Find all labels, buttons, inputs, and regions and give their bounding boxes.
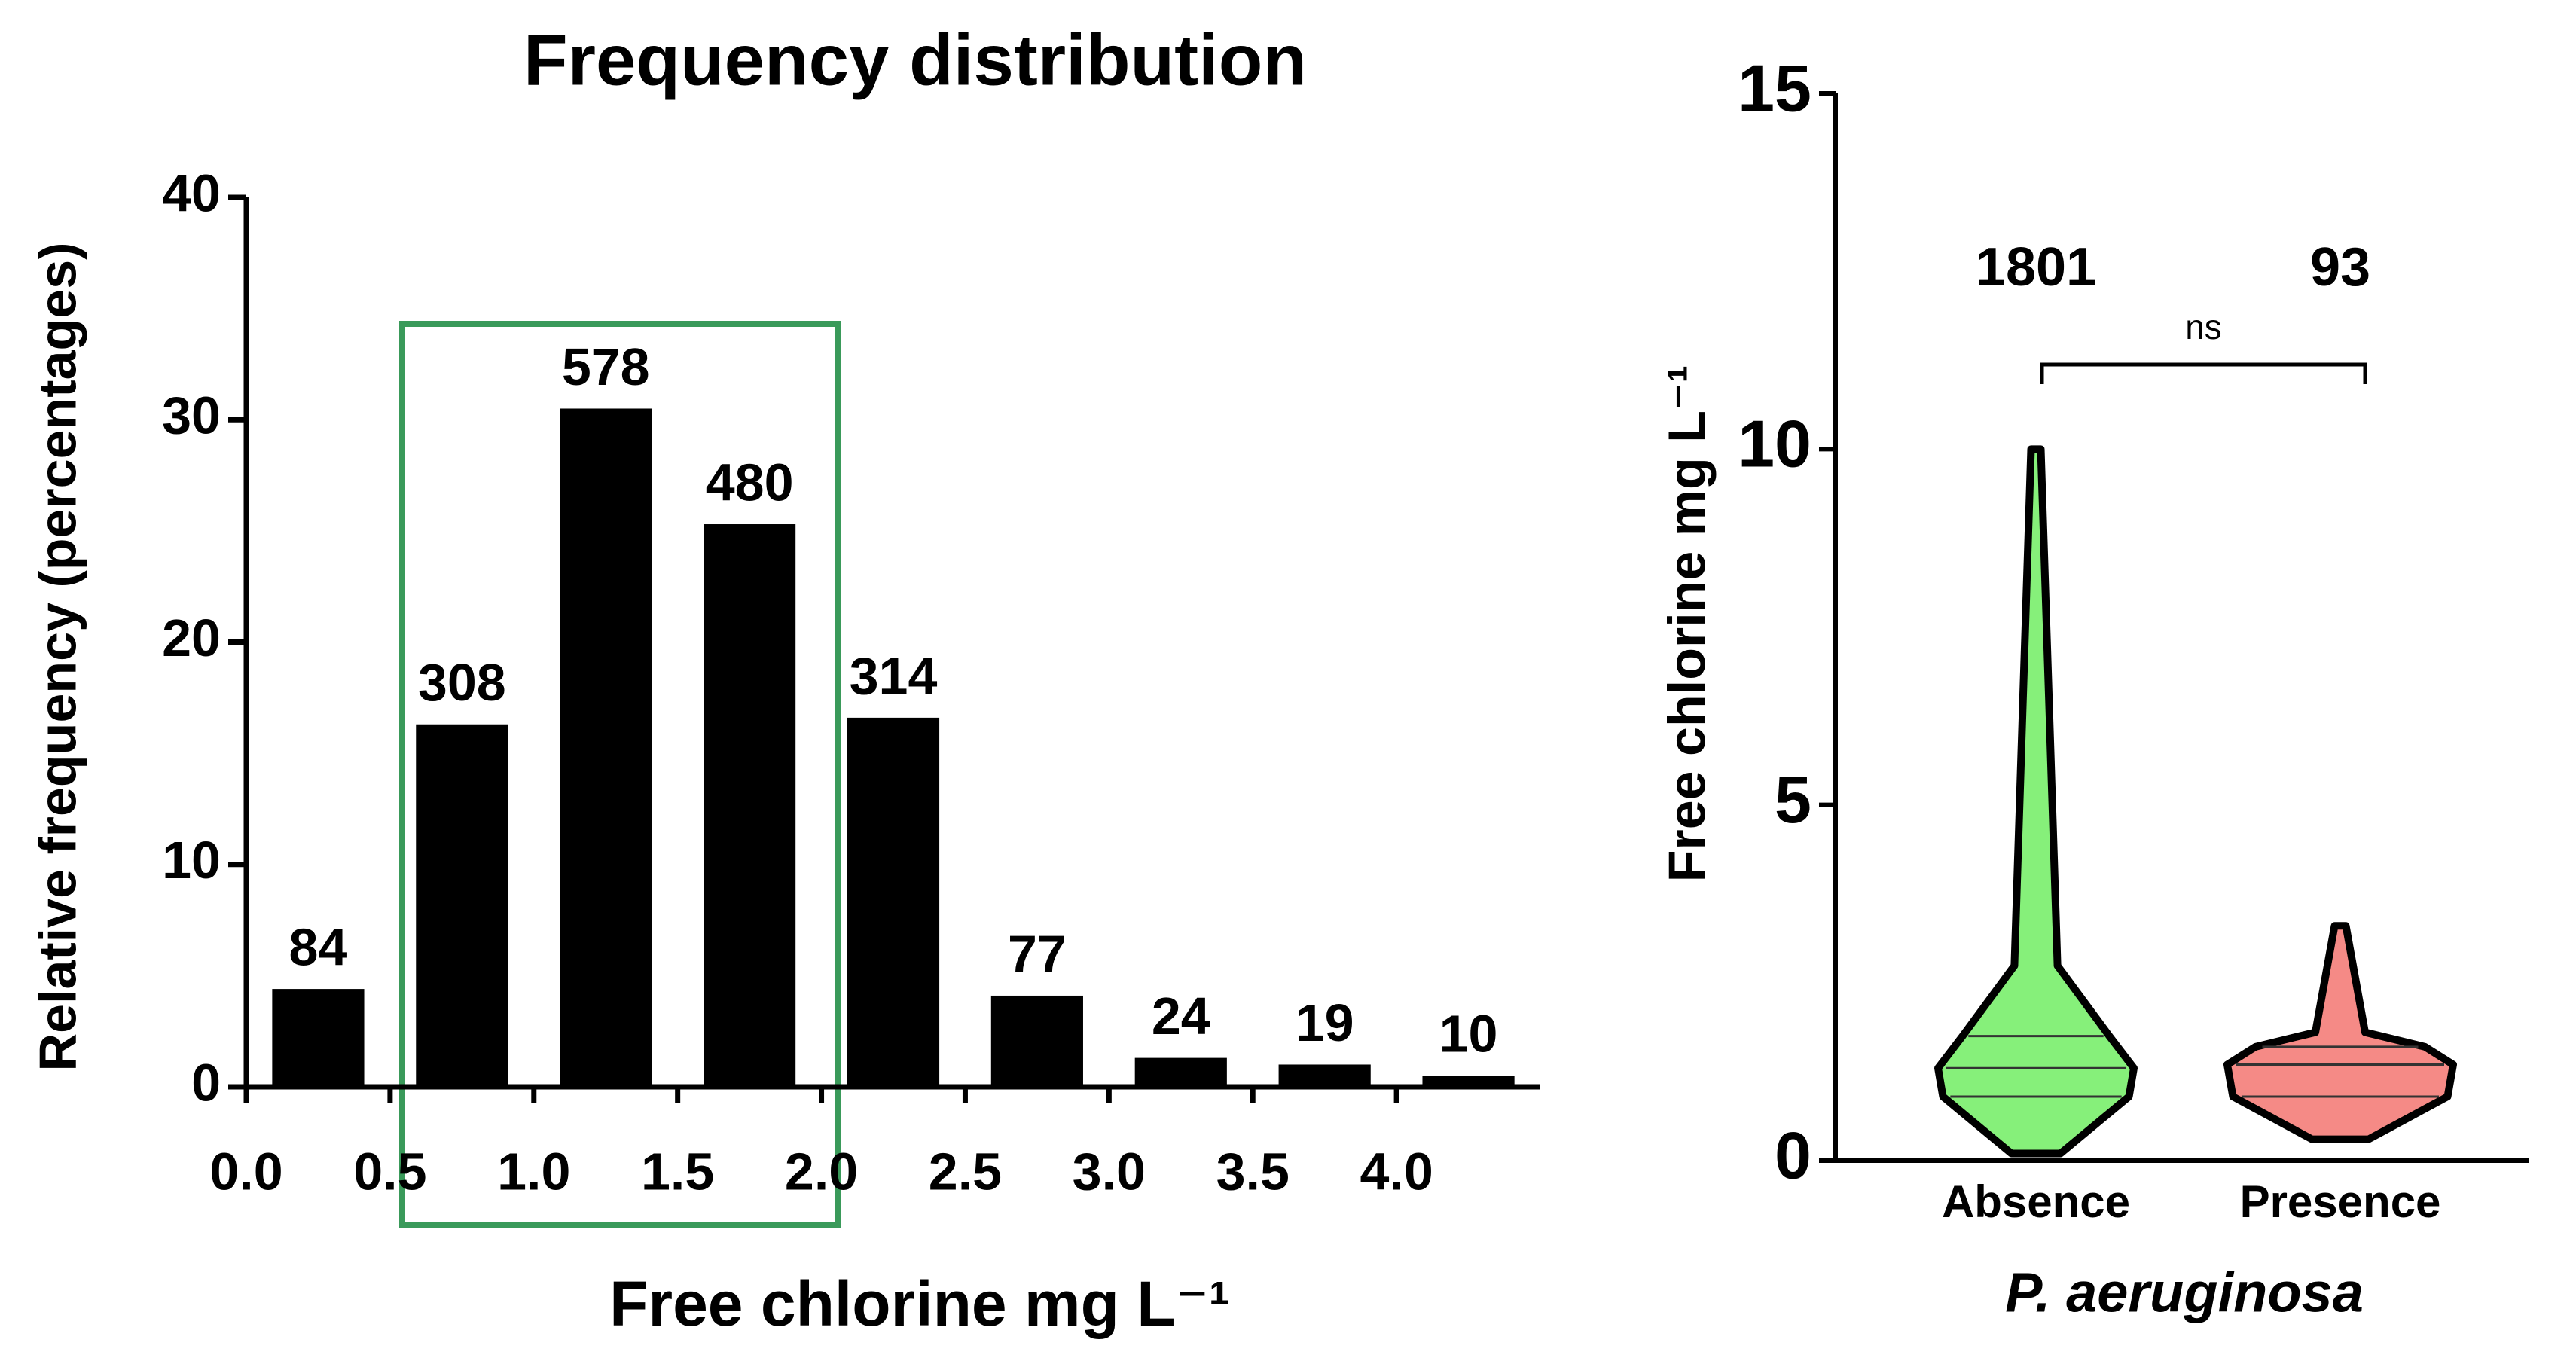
bar <box>272 989 365 1087</box>
x-axis-label: P. aeruginosa <box>2005 1262 2364 1324</box>
x-tick-label: 0.0 <box>209 1142 282 1201</box>
x-tick-label: 1.5 <box>641 1142 714 1201</box>
violin-body <box>2223 922 2457 1143</box>
count-label: 24 <box>1152 987 1210 1045</box>
y-tick-label: 5 <box>1775 762 1811 837</box>
y-tick-label: 15 <box>1738 50 1811 125</box>
y-tick-label: 0 <box>1775 1118 1811 1192</box>
bar <box>990 995 1083 1087</box>
bar <box>847 717 940 1087</box>
count-label: 1801 <box>1976 237 2096 298</box>
category-label: Absence <box>1942 1176 2130 1227</box>
y-tick-label: 0 <box>191 1053 221 1112</box>
highlight-box <box>399 321 841 1228</box>
significance-label: ns <box>2185 307 2222 346</box>
count-label: 578 <box>562 337 650 396</box>
bar <box>416 724 508 1087</box>
bar <box>1422 1076 1515 1087</box>
category-label: Presence <box>2240 1176 2441 1227</box>
x-tick-label: 2.0 <box>785 1142 858 1201</box>
y-axis-label: Relative frequency (percentages) <box>28 243 87 1072</box>
y-tick-label: 40 <box>162 163 221 222</box>
x-tick-label: 0.5 <box>353 1142 426 1201</box>
count-label: 93 <box>2310 237 2370 298</box>
x-tick-label: 3.5 <box>1216 1142 1290 1201</box>
x-tick-label: 3.0 <box>1073 1142 1146 1201</box>
count-label: 19 <box>1296 993 1354 1052</box>
bar <box>704 524 796 1087</box>
count-label: 480 <box>706 453 794 512</box>
bar <box>560 408 652 1087</box>
y-tick-label: 30 <box>162 386 221 445</box>
y-tick-label: 10 <box>162 831 221 889</box>
count-label: 77 <box>1008 924 1067 983</box>
x-tick-label: 1.0 <box>497 1142 570 1201</box>
x-tick-label: 2.5 <box>929 1142 1002 1201</box>
x-axis-label: Free chlorine mg L⁻¹ <box>609 1268 1230 1339</box>
y-tick-label: 10 <box>1738 407 1811 481</box>
y-tick-label: 20 <box>162 609 221 667</box>
count-label: 308 <box>418 653 506 712</box>
count-label: 84 <box>289 918 348 977</box>
count-label: 314 <box>850 646 938 705</box>
y-axis-label: Free chlorine mg L⁻¹ <box>1657 365 1716 883</box>
x-tick-label: 4.0 <box>1360 1142 1433 1201</box>
bar <box>1134 1057 1227 1087</box>
count-label: 10 <box>1439 1005 1498 1063</box>
violin-body <box>1934 445 2138 1158</box>
bar <box>1278 1064 1371 1087</box>
significance-bracket <box>2040 362 2367 384</box>
chart-title: Frequency distribution <box>523 20 1307 100</box>
